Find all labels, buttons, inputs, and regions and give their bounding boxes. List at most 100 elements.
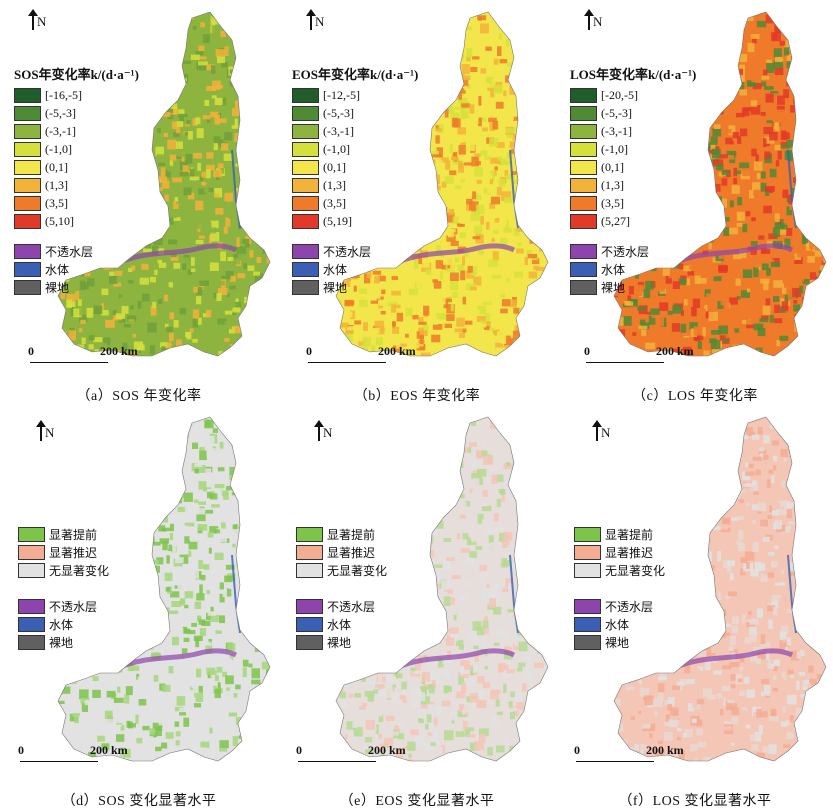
land-class-item: 不透水层 (574, 597, 653, 615)
legend-label: 水体 (601, 261, 625, 278)
legend: [-16,-5](-5,-3](-3,-1](-1,0](0,1](1,3](3… (14, 86, 82, 230)
land-class-item: 水体 (292, 260, 371, 278)
land-class-item: 水体 (574, 615, 653, 633)
land-class-item: 水体 (18, 615, 97, 633)
legend-swatch (574, 563, 601, 578)
legend-swatch (18, 527, 45, 542)
scale-distance: 200 km (100, 344, 138, 359)
legend-label: (1,3] (45, 178, 68, 193)
legend-item: [-20,-5] (570, 86, 638, 104)
legend-item: (-5,-3] (292, 104, 360, 122)
legend-item: (-1,0] (570, 140, 638, 158)
north-arrow-icon (310, 15, 312, 30)
land-class-item: 裸地 (292, 278, 371, 296)
legend-item: 显著提前 (574, 525, 665, 543)
legend-label: 显著推迟 (49, 544, 97, 561)
legend-item: 显著推迟 (18, 543, 109, 561)
legend-swatch (574, 527, 601, 542)
legend-label: [-16,-5] (45, 88, 82, 103)
legend-label: 显著提前 (327, 526, 375, 543)
legend-label: 水体 (49, 616, 73, 633)
legend-swatch (292, 196, 319, 211)
land-class-item: 裸地 (14, 278, 93, 296)
panel-caption: （f）LOS 变化显著水平 (556, 790, 833, 810)
north-arrow: N (32, 14, 46, 30)
land-class-item: 水体 (296, 615, 375, 633)
legend-label: (5,19] (323, 214, 352, 229)
legend-label: (-1,0] (323, 142, 350, 157)
legend-swatch (296, 617, 323, 632)
land-class-legend: 不透水层水体裸地 (570, 242, 649, 296)
legend-item: 显著提前 (18, 525, 109, 543)
panel-caption: （e）EOS 变化显著水平 (278, 790, 556, 810)
legend-label: [-12,-5] (323, 88, 360, 103)
legend-item: (-5,-3] (570, 104, 638, 122)
legend-item: [-12,-5] (292, 86, 360, 104)
legend-label: 不透水层 (601, 243, 649, 260)
legend: 显著提前显著推迟无显著变化 (574, 525, 665, 579)
north-arrow: N (310, 14, 324, 30)
north-arrow-icon (318, 426, 320, 441)
legend-swatch (570, 178, 597, 193)
legend-label: 显著推迟 (327, 544, 375, 561)
legend-title: EOS年变化率k/(d·a⁻¹) (292, 64, 418, 83)
legend-swatch (570, 160, 597, 175)
land-class-item: 裸地 (296, 633, 375, 651)
legend-swatch (14, 262, 41, 277)
scale-line (298, 761, 376, 762)
legend-swatch (292, 88, 319, 103)
legend-item: (-1,0] (292, 140, 360, 158)
legend-swatch (292, 178, 319, 193)
legend-title: SOS年变化率k/(d·a⁻¹) (14, 64, 139, 83)
legend-label: 水体 (327, 616, 351, 633)
legend-swatch (14, 214, 41, 229)
legend-label: (-3,-1] (45, 124, 76, 139)
north-arrow-icon (40, 426, 42, 441)
legend-swatch (14, 178, 41, 193)
legend-swatch (570, 262, 597, 277)
legend-swatch (296, 599, 323, 614)
legend-label: (-3,-1] (601, 124, 632, 139)
legend-swatch (296, 545, 323, 560)
legend-item: 无显著变化 (296, 561, 387, 579)
land-class-item: 不透水层 (18, 597, 97, 615)
scale-zero: 0 (306, 344, 312, 359)
legend-item: 显著提前 (296, 525, 387, 543)
legend-label: 不透水层 (49, 598, 97, 615)
legend-label: 无显著变化 (605, 562, 665, 579)
legend-label: (3,5] (323, 196, 346, 211)
scale-zero: 0 (574, 743, 580, 758)
legend-label: 水体 (605, 616, 629, 633)
legend-label: 裸地 (49, 634, 73, 651)
legend-label: 无显著变化 (49, 562, 109, 579)
legend-swatch (292, 160, 319, 175)
legend-swatch (570, 124, 597, 139)
legend-label: (5,27] (601, 214, 630, 229)
legend-swatch (18, 635, 45, 650)
legend-item: [-16,-5] (14, 86, 82, 104)
legend-label: (-5,-3] (45, 106, 76, 121)
land-class-item: 不透水层 (296, 597, 375, 615)
legend-swatch (296, 527, 323, 542)
north-label: N (601, 425, 610, 440)
land-class-legend: 不透水层水体裸地 (292, 242, 371, 296)
legend-swatch (14, 88, 41, 103)
scale-line (30, 362, 108, 363)
legend-label: (-5,-3] (601, 106, 632, 121)
panel-caption: （b）EOS 年变化率 (278, 385, 556, 405)
land-class-item: 水体 (570, 260, 649, 278)
north-label: N (315, 14, 324, 29)
legend-label: 不透水层 (45, 243, 93, 260)
legend-swatch (292, 280, 319, 295)
legend-swatch (574, 617, 601, 632)
legend-label: 裸地 (605, 634, 629, 651)
scale-line (586, 362, 664, 363)
legend-swatch (14, 244, 41, 259)
scale-distance: 200 km (90, 743, 128, 758)
land-class-item: 不透水层 (292, 242, 371, 260)
legend-item: (5,10] (14, 212, 82, 230)
north-label: N (323, 425, 332, 440)
